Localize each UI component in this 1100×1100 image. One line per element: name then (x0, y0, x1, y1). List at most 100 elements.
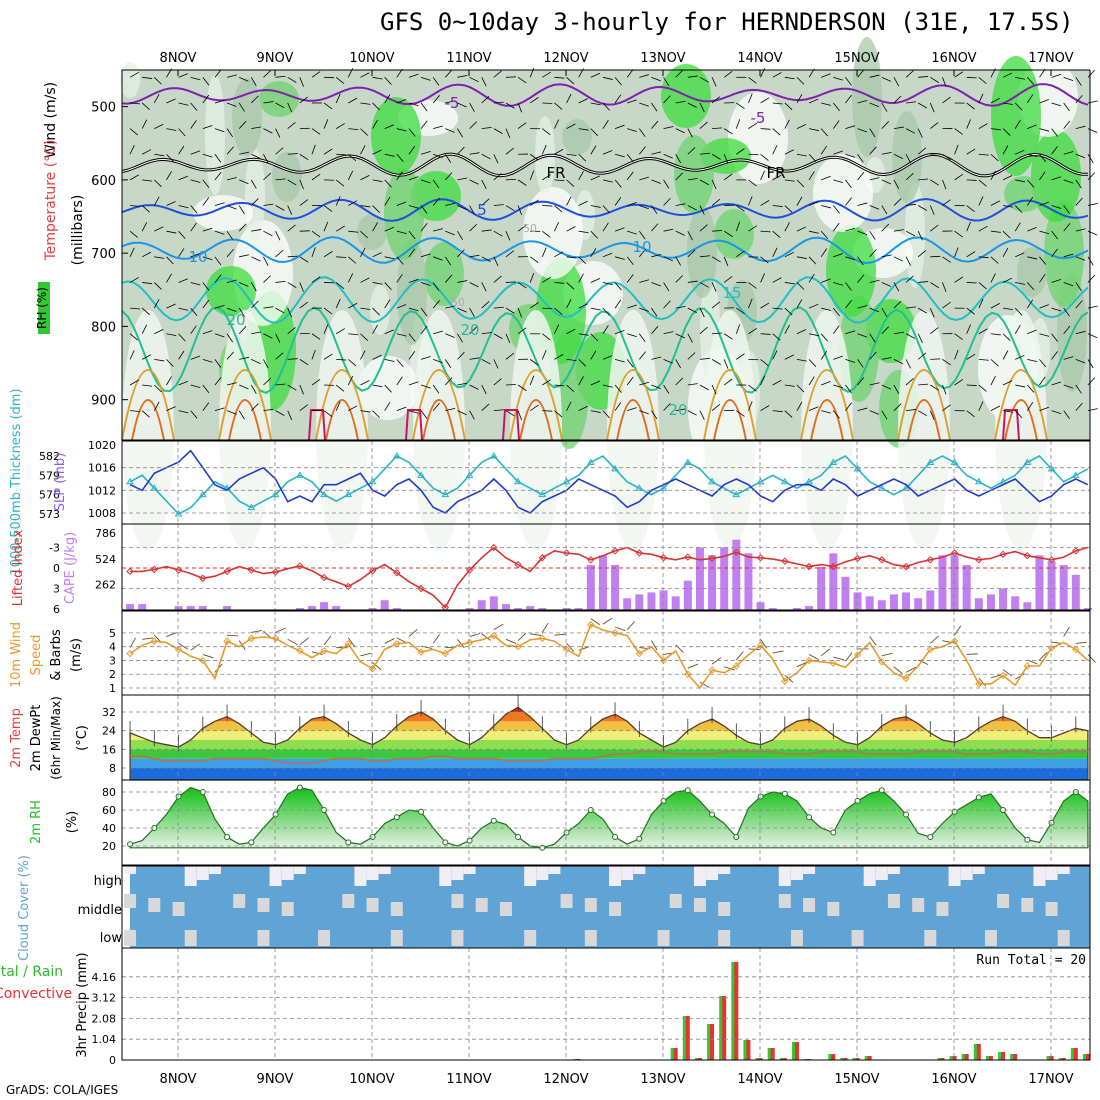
wind-barb (626, 274, 634, 283)
wind-barb (153, 94, 160, 104)
wind-barb (723, 230, 733, 237)
wind-barb (202, 197, 210, 206)
wind-barb (1051, 278, 1062, 283)
wind-barb (275, 410, 285, 416)
wind-barb (275, 205, 285, 211)
wind-barb (251, 229, 262, 232)
cape-bar (501, 604, 510, 610)
wind-barb (978, 677, 987, 687)
wind-barb (481, 332, 492, 335)
thickness-marker (974, 477, 983, 485)
y-tick-label: 1008 (88, 507, 116, 520)
wind-barb (250, 179, 257, 189)
wind-barb (760, 230, 771, 233)
cape-bar (392, 608, 401, 610)
wind-barb (275, 178, 286, 181)
wind-barb (760, 405, 770, 412)
wind-barb (263, 172, 272, 181)
wind-barb (833, 282, 844, 286)
li-marker (514, 560, 522, 569)
wind-barb (1039, 376, 1046, 386)
wind-barb (929, 307, 935, 318)
precip-conv-bar (758, 1058, 763, 1060)
wind-barb (930, 255, 941, 258)
cape-bar (611, 565, 620, 610)
wind-barb (966, 653, 978, 655)
wind-barb (311, 247, 316, 257)
wind-barb (287, 410, 293, 420)
wind-barb (239, 356, 250, 360)
y-tick-label: 20 (102, 840, 116, 853)
wind-barb (1002, 669, 1013, 677)
rh2m-marker (539, 844, 546, 851)
wind-barb (384, 124, 395, 129)
isotherm-30 (616, 399, 650, 441)
y-tick-label: 0 (109, 1054, 116, 1067)
wind-barb (639, 279, 650, 283)
wind-barb (808, 128, 819, 132)
rh2m-marker (660, 798, 667, 804)
wind-barb (542, 276, 552, 283)
cloud-mid-gap (1045, 902, 1058, 916)
wind-barb (966, 148, 976, 155)
wind-barb (602, 150, 613, 155)
wind-barb (723, 276, 733, 283)
wind-barb (760, 273, 765, 283)
wind-barb (1026, 94, 1034, 104)
ylabel-dewpt: 2m DewPt (29, 705, 44, 772)
wind-barb (1014, 324, 1021, 334)
wind-barb (1087, 128, 1098, 133)
wind-marker (853, 651, 862, 659)
cloud-mid-gap (172, 902, 185, 916)
wind-barb (129, 71, 139, 78)
wind-barb (966, 102, 975, 110)
wind-barb (529, 97, 539, 104)
wind-barb (190, 307, 198, 317)
wind-barb (287, 282, 297, 288)
wind-barb (748, 298, 753, 309)
wind-barb (772, 307, 783, 310)
cape-bar (223, 606, 232, 610)
thickness-marker (295, 471, 304, 478)
rh-area (852, 37, 882, 157)
wind-barb (517, 384, 527, 391)
wind-barb (166, 333, 177, 337)
wind-barb (396, 171, 403, 181)
wind-barb (1063, 410, 1070, 419)
wind-barb (808, 256, 817, 265)
rh2m-marker (442, 839, 449, 846)
temp-band (130, 707, 1088, 712)
wind-barb (723, 70, 733, 78)
wind-barb (905, 333, 916, 339)
thickness-marker (926, 458, 935, 465)
wind-marker (247, 634, 256, 643)
wind-barb (154, 328, 164, 335)
wind-barb (299, 301, 309, 309)
li-marker (1072, 547, 1080, 555)
wind-barb (517, 224, 527, 232)
wind-barb (336, 256, 347, 258)
wind-barb (1002, 205, 1014, 208)
wind-barb (942, 404, 951, 411)
wind-barb (820, 248, 828, 258)
wind-barb (857, 202, 868, 206)
wind-barb (990, 359, 999, 367)
wind-barb (614, 124, 625, 129)
wind-barb (469, 384, 479, 390)
wind-barb (348, 256, 357, 264)
wind-barb (893, 229, 904, 232)
isotherm-35 (502, 409, 520, 441)
wind-barb (845, 358, 856, 363)
wind-barb (784, 354, 794, 360)
wind-barb (711, 301, 721, 309)
cloud-clear (208, 866, 221, 874)
wind-barb (1063, 102, 1070, 112)
wind-marker (223, 637, 231, 645)
ylabel-rh: RH (%) (35, 287, 49, 329)
wind-barb (566, 153, 577, 156)
wind-barb (723, 256, 729, 267)
wind-barb (675, 172, 684, 181)
li-marker (174, 566, 183, 574)
wind-barb (336, 358, 347, 361)
rh2m-marker (369, 834, 376, 840)
